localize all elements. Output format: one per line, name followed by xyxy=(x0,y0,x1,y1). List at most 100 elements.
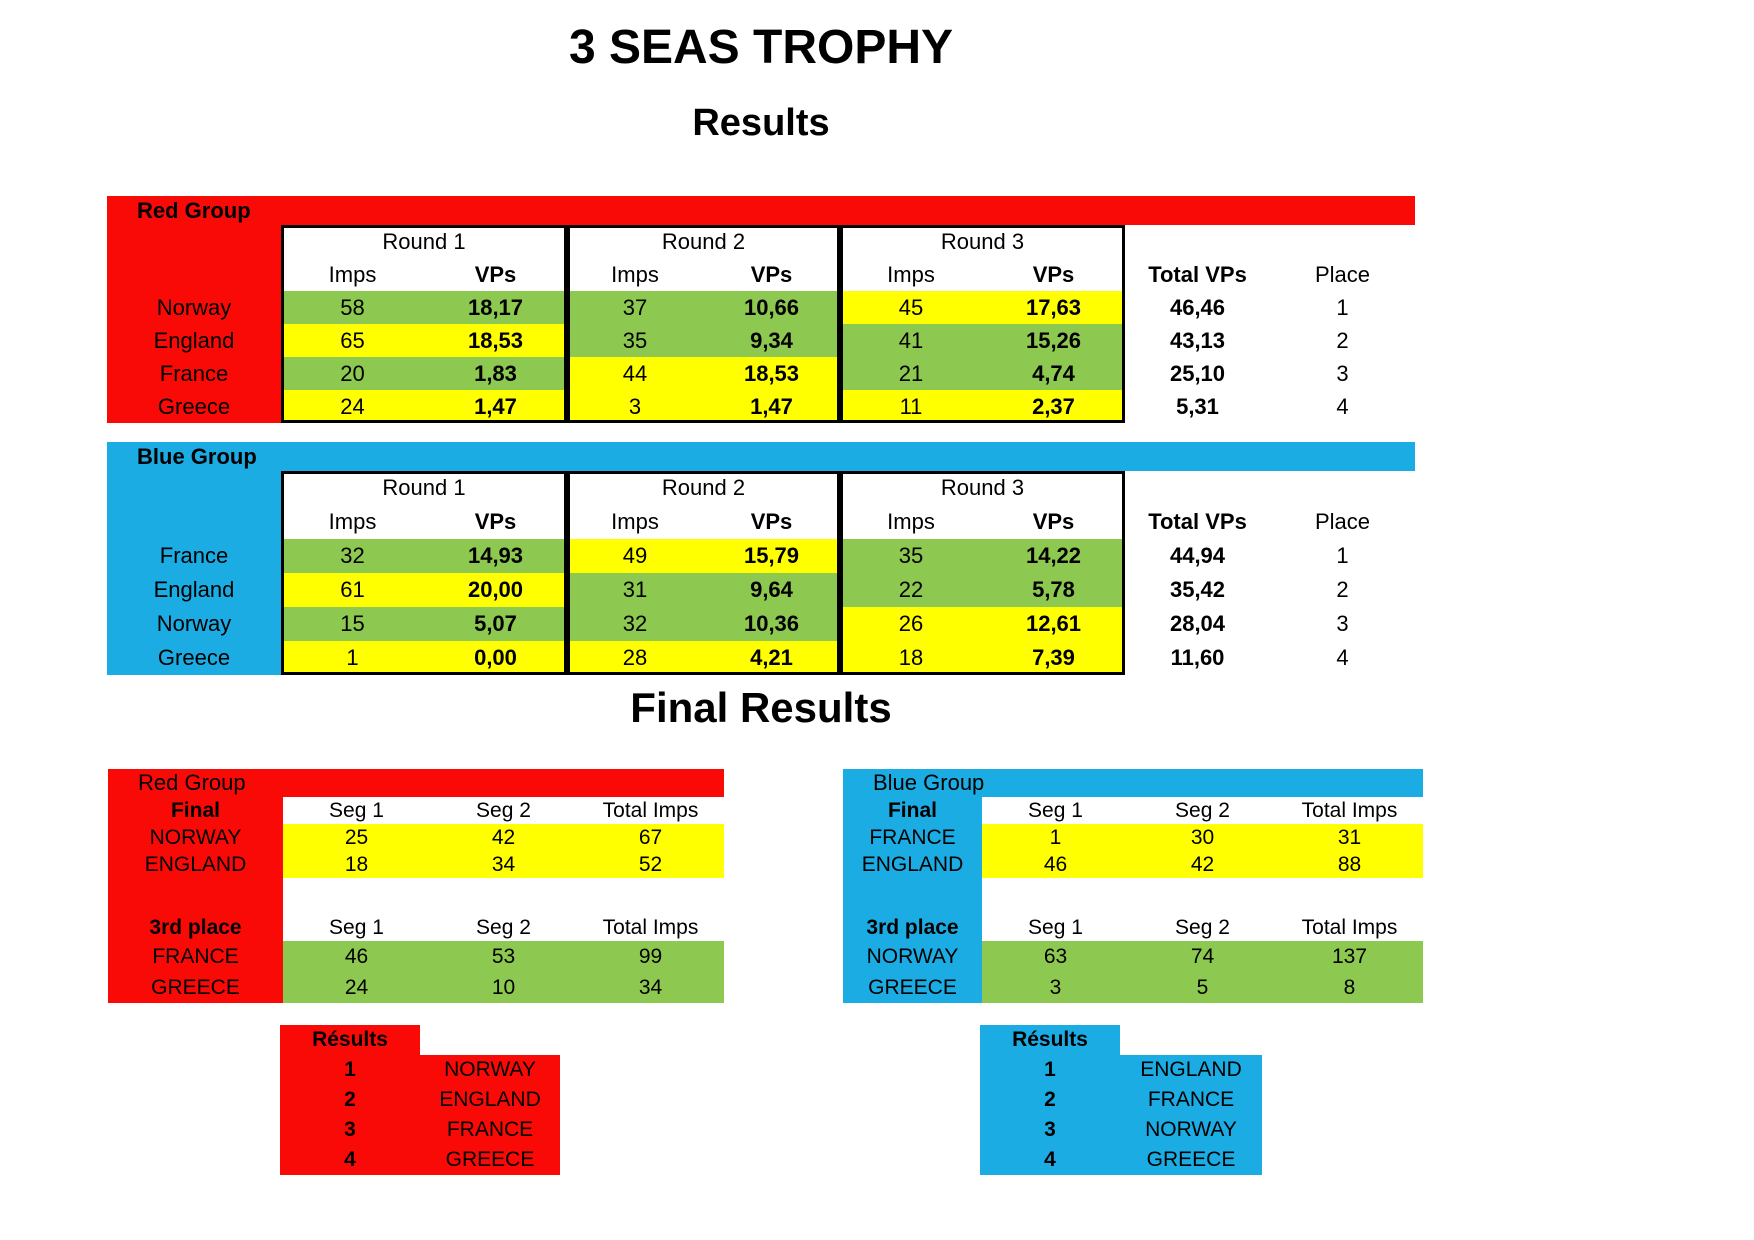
imps-cell: 20 xyxy=(281,357,424,390)
vps-cell: 17,63 xyxy=(982,291,1125,324)
imps-cell: 24 xyxy=(281,390,424,423)
imps-cell: 65 xyxy=(281,324,424,357)
vps-cell: 10,66 xyxy=(703,291,840,324)
blue-group-band: Blue Group xyxy=(107,442,1415,471)
team-name: Greece xyxy=(107,641,281,675)
seg2-cell: 74 xyxy=(1129,941,1276,972)
imps-header: Imps xyxy=(328,261,377,287)
seg2-cell: 10 xyxy=(430,972,577,1003)
vps-cell: 18,17 xyxy=(424,291,567,324)
team-name: NORWAY xyxy=(843,941,982,972)
vps-cell: 1,83 xyxy=(424,357,567,390)
seg1-cell: 1 xyxy=(982,824,1129,851)
blue-group-label: Blue Group xyxy=(137,443,257,469)
seg1-cell: 3 xyxy=(982,972,1129,1003)
team-name: GREECE xyxy=(420,1145,560,1175)
spacer-cell xyxy=(843,878,982,914)
team-name: Greece xyxy=(107,390,281,423)
rank-cell: 2 xyxy=(280,1085,420,1115)
imps-cell: 35 xyxy=(567,324,703,357)
imps-cell: 22 xyxy=(840,573,982,607)
vps-header: VPs xyxy=(474,509,517,534)
vps-header: VPs xyxy=(750,509,793,534)
imps-cell: 45 xyxy=(840,291,982,324)
seg1-cell: 24 xyxy=(283,972,430,1003)
place-cell: 2 xyxy=(1336,327,1349,353)
round3-header: Round 3 xyxy=(940,228,1025,254)
seg1-cell: 46 xyxy=(283,941,430,972)
vps-cell: 14,22 xyxy=(982,539,1125,573)
blue-group-corner xyxy=(107,471,281,505)
seg1-cell: 46 xyxy=(982,851,1129,878)
round1-header: Round 1 xyxy=(382,228,466,254)
spacer-cell xyxy=(1270,225,1415,258)
vps-header: VPs xyxy=(1032,509,1075,534)
spacer-cell xyxy=(1125,225,1270,258)
rank-cell: 2 xyxy=(980,1085,1120,1115)
vps-cell: 7,39 xyxy=(982,641,1125,675)
team-name: GREECE xyxy=(843,972,982,1003)
spacer-cell xyxy=(1270,471,1415,505)
vps-cell: 4,74 xyxy=(982,357,1125,390)
spacer-cell xyxy=(1129,878,1276,914)
vps-header: VPs xyxy=(474,261,517,287)
imps-cell: 11 xyxy=(840,390,982,423)
place-cell: 2 xyxy=(1336,577,1349,602)
results-heading: Results xyxy=(692,102,830,144)
vps-cell: 14,93 xyxy=(424,539,567,573)
place-cell: 3 xyxy=(1336,611,1349,636)
rank-cell: 4 xyxy=(280,1145,420,1175)
team-name: FRANCE xyxy=(420,1115,560,1145)
seg1-header: Seg 1 xyxy=(329,798,384,822)
total-vps-header: Total VPs xyxy=(1148,509,1247,534)
seg1-cell: 18 xyxy=(283,851,430,878)
total-imps-cell: 67 xyxy=(577,824,724,851)
imps-cell: 26 xyxy=(840,607,982,641)
total-vps-cell: 25,10 xyxy=(1169,360,1226,386)
total-imps-header: Total Imps xyxy=(1301,798,1398,822)
seg2-cell: 42 xyxy=(430,824,577,851)
total-vps-header: Total VPs xyxy=(1148,261,1247,287)
total-vps-cell: 11,60 xyxy=(1170,645,1225,670)
imps-header: Imps xyxy=(887,509,935,534)
seg1-header: Seg 1 xyxy=(329,915,384,939)
vps-cell: 2,37 xyxy=(982,390,1125,423)
team-name: Norway xyxy=(107,291,281,324)
red-final-band: Red Group xyxy=(108,769,724,797)
team-name: England xyxy=(107,324,281,357)
spacer-cell xyxy=(108,878,283,914)
vps-cell: 4,21 xyxy=(703,641,840,675)
vps-cell: 9,64 xyxy=(703,573,840,607)
spacer-cell xyxy=(430,878,577,914)
round2-header: Round 2 xyxy=(661,228,746,254)
round1-header: Round 1 xyxy=(382,475,466,500)
team-name: NORWAY xyxy=(108,824,283,851)
imps-cell: 35 xyxy=(840,539,982,573)
seg2-header: Seg 2 xyxy=(476,798,531,822)
seg2-cell: 53 xyxy=(430,941,577,972)
third-place-header: 3rd place xyxy=(108,914,283,941)
rank-cell: 3 xyxy=(280,1115,420,1145)
final-results-heading: Final Results xyxy=(630,684,892,731)
blue-standings-heading: Résults xyxy=(980,1025,1120,1055)
red-standings-heading: Résults xyxy=(280,1025,420,1055)
imps-header: Imps xyxy=(611,261,659,287)
seg1-header: Seg 1 xyxy=(1028,798,1083,822)
vps-cell: 18,53 xyxy=(703,357,840,390)
imps-cell: 32 xyxy=(567,607,703,641)
spacer-cell xyxy=(283,878,430,914)
team-name: GREECE xyxy=(1120,1145,1262,1175)
vps-cell: 18,53 xyxy=(424,324,567,357)
vps-cell: 20,00 xyxy=(424,573,567,607)
team-name: ENGLAND xyxy=(1120,1055,1262,1085)
spacer-cell xyxy=(420,1025,560,1055)
imps-cell: 37 xyxy=(567,291,703,324)
team-name: Norway xyxy=(107,607,281,641)
vps-cell: 1,47 xyxy=(424,390,567,423)
rank-cell: 3 xyxy=(980,1115,1120,1145)
red-group-band: Red Group xyxy=(107,196,1415,225)
place-header: Place xyxy=(1314,261,1371,287)
team-name: England xyxy=(107,573,281,607)
vps-cell: 15,79 xyxy=(703,539,840,573)
total-imps-cell: 31 xyxy=(1276,824,1423,851)
